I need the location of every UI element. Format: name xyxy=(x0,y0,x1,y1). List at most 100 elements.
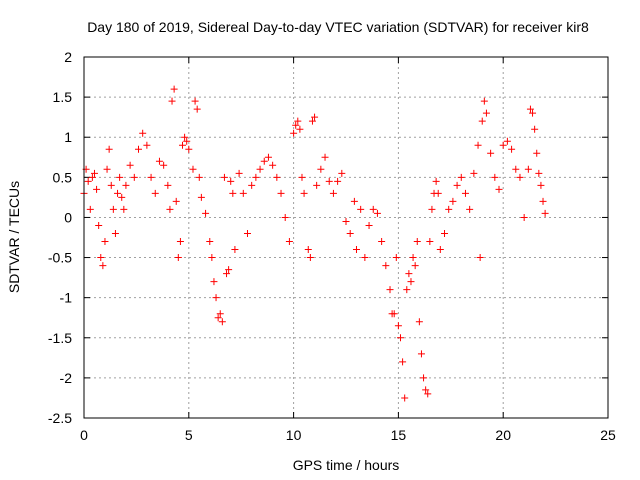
data-point xyxy=(290,129,298,137)
data-point xyxy=(365,221,373,229)
data-point xyxy=(197,193,205,201)
data-point xyxy=(126,161,134,169)
data-point xyxy=(369,205,377,213)
data-point xyxy=(533,149,541,157)
data-point xyxy=(386,286,394,294)
chart-title: Day 180 of 2019, Sidereal Day-to-day VTE… xyxy=(87,19,589,35)
data-point xyxy=(193,105,201,113)
data-point xyxy=(453,181,461,189)
data-point xyxy=(220,173,228,181)
data-point xyxy=(373,209,381,217)
data-point xyxy=(114,189,122,197)
data-point xyxy=(482,109,490,117)
data-point xyxy=(103,165,111,173)
x-tick-label: 0 xyxy=(80,427,88,443)
data-point xyxy=(420,374,428,382)
data-point xyxy=(478,117,486,125)
data-point xyxy=(470,169,478,177)
data-point xyxy=(225,266,233,274)
data-point xyxy=(516,173,524,181)
data-point xyxy=(277,189,285,197)
data-point xyxy=(325,177,333,185)
data-point xyxy=(411,262,419,270)
data-point xyxy=(183,137,191,145)
data-point xyxy=(116,173,124,181)
data-point xyxy=(99,262,107,270)
data-point xyxy=(338,169,346,177)
data-point xyxy=(223,270,231,278)
data-point xyxy=(229,189,237,197)
data-point xyxy=(189,165,197,173)
data-point xyxy=(105,145,113,153)
data-point xyxy=(526,105,534,113)
x-tick-label: 5 xyxy=(185,427,193,443)
data-point xyxy=(298,173,306,181)
data-point xyxy=(413,238,421,246)
data-point xyxy=(306,254,314,262)
data-point xyxy=(147,173,155,181)
data-point xyxy=(84,177,92,185)
data-point xyxy=(256,165,264,173)
data-point xyxy=(445,205,453,213)
y-tick-label: -2.5 xyxy=(48,410,72,426)
data-point xyxy=(407,278,415,286)
data-point xyxy=(529,109,537,117)
data-point xyxy=(90,169,98,177)
data-point xyxy=(352,246,360,254)
data-point xyxy=(334,177,342,185)
data-point xyxy=(134,145,142,153)
data-point xyxy=(88,173,96,181)
data-point xyxy=(179,141,187,149)
data-point xyxy=(405,270,413,278)
data-point xyxy=(394,322,402,330)
data-point xyxy=(487,149,495,157)
data-point xyxy=(524,165,532,173)
data-point xyxy=(231,246,239,254)
data-point xyxy=(101,238,109,246)
data-point xyxy=(308,117,316,125)
data-point xyxy=(93,185,101,193)
y-tick-label: 2 xyxy=(64,49,72,65)
data-point xyxy=(139,129,147,137)
data-point xyxy=(214,314,222,322)
data-point xyxy=(537,181,545,189)
data-point xyxy=(181,133,189,141)
data-point xyxy=(396,334,404,342)
data-point xyxy=(508,145,516,153)
data-point xyxy=(195,173,203,181)
data-point xyxy=(130,173,138,181)
data-point xyxy=(118,193,126,201)
data-point xyxy=(164,181,172,189)
data-points xyxy=(80,85,549,402)
y-tick-label: -1.5 xyxy=(48,330,72,346)
y-tick-label: 1.5 xyxy=(53,89,73,105)
data-point xyxy=(281,213,289,221)
data-point xyxy=(239,189,247,197)
data-point xyxy=(512,165,520,173)
data-point xyxy=(202,209,210,217)
data-point xyxy=(499,141,507,149)
data-point xyxy=(109,205,117,213)
data-point xyxy=(160,161,168,169)
data-point xyxy=(357,205,365,213)
data-point xyxy=(317,165,325,173)
data-point xyxy=(120,205,128,213)
data-point xyxy=(461,189,469,197)
data-point xyxy=(480,97,488,105)
data-point xyxy=(122,181,130,189)
data-point xyxy=(495,185,503,193)
data-point xyxy=(151,189,159,197)
x-axis-label: GPS time / hours xyxy=(293,457,400,473)
data-point xyxy=(273,173,281,181)
data-point xyxy=(294,117,302,125)
data-point xyxy=(212,294,220,302)
data-point xyxy=(541,209,549,217)
data-point xyxy=(346,229,354,237)
data-point xyxy=(86,205,94,213)
y-tick-label: -2 xyxy=(60,370,73,386)
data-point xyxy=(227,177,235,185)
data-point xyxy=(210,278,218,286)
data-point xyxy=(466,205,474,213)
data-point xyxy=(206,238,214,246)
